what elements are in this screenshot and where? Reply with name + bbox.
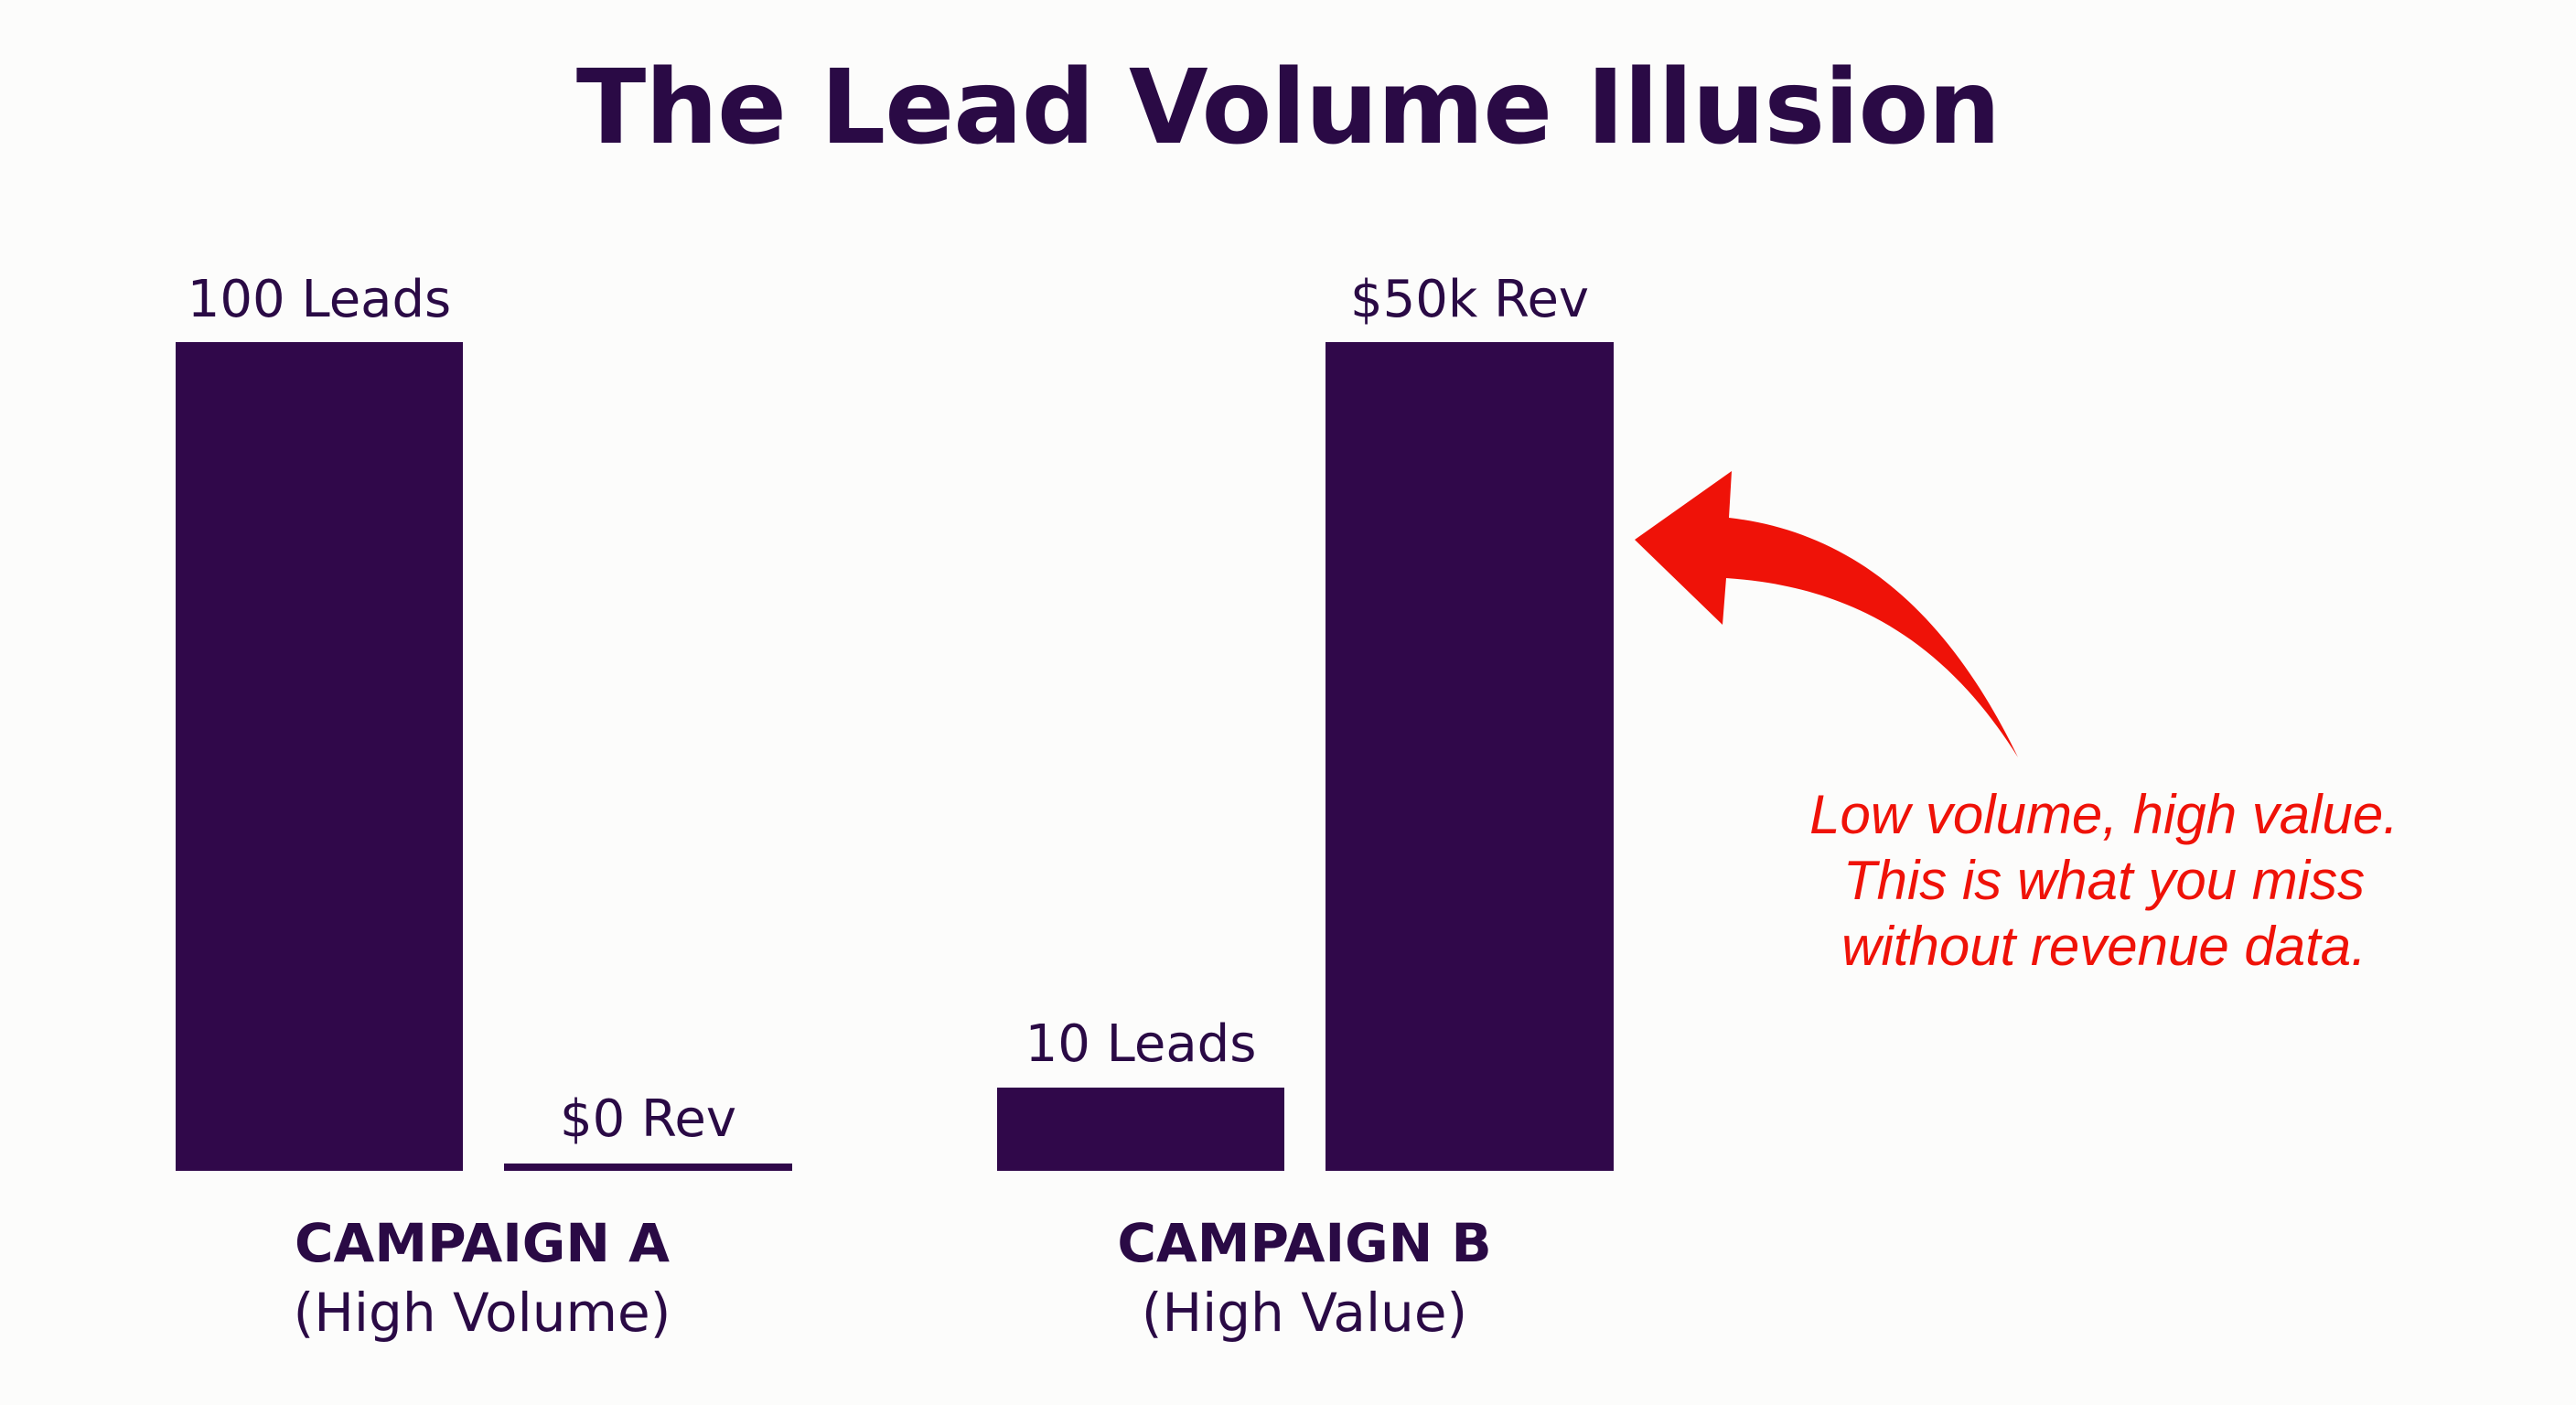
chart-title: The Lead Volume Illusion [575, 48, 2001, 167]
bar-label-campaign-b-leads: 10 Leads [1025, 1014, 1257, 1074]
annotation-line-3: without revenue data. [1841, 916, 2367, 977]
campaign-b-name: CAMPAIGN B [1117, 1212, 1492, 1274]
category-label-campaign-b: CAMPAIGN B (High Value) [984, 1217, 1625, 1339]
campaign-a-name: CAMPAIGN A [294, 1212, 671, 1274]
bar-campaign-a-revenue [504, 1164, 792, 1171]
bar-label-campaign-b-revenue: $50k Rev [1349, 270, 1590, 329]
annotation-text: Low volume, high value. This is what you… [1738, 782, 2470, 980]
bar-campaign-a-leads [176, 342, 463, 1171]
annotation-line-2: This is what you miss [1842, 850, 2366, 911]
bar-label-campaign-a-leads: 100 Leads [187, 270, 452, 329]
category-label-campaign-a: CAMPAIGN A (High Volume) [162, 1217, 802, 1339]
bar-label-campaign-a-revenue: $0 Rev [559, 1089, 737, 1149]
annotation-line-1: Low volume, high value. [1809, 784, 2399, 845]
campaign-b-subtitle: (High Value) [1141, 1282, 1468, 1344]
bar-campaign-b-leads [997, 1088, 1284, 1171]
bar-campaign-b-revenue [1326, 342, 1614, 1171]
campaign-a-subtitle: (High Volume) [293, 1282, 671, 1344]
